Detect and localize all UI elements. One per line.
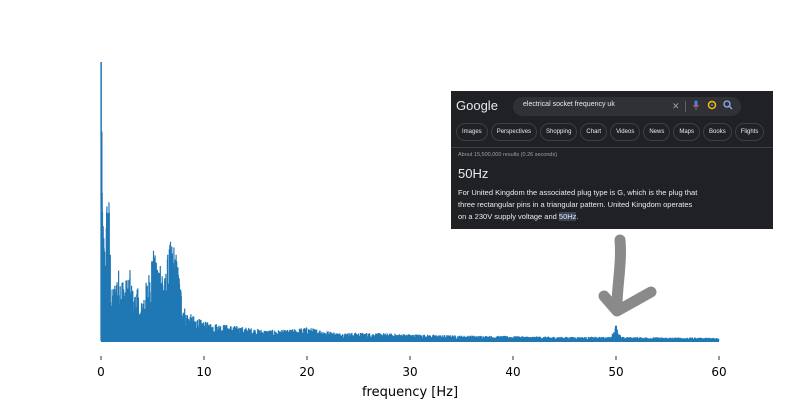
x-tick-label: 50	[608, 365, 623, 379]
tab-perspectives[interactable]: Perspectives	[490, 123, 538, 141]
spectrum	[100, 62, 720, 342]
divider	[451, 147, 773, 148]
x-axis: 0 10 20 30 40 50 60	[97, 356, 727, 379]
search-logo: Google	[456, 98, 498, 113]
x-tick-label: 0	[97, 365, 105, 379]
search-icon[interactable]	[723, 100, 733, 113]
x-tick-label: 10	[196, 365, 211, 379]
search-query: electrical socket frequency uk	[523, 101, 615, 108]
x-tick-label: 20	[299, 365, 314, 379]
result-stats: About 15,500,000 results (0.26 seconds)	[458, 152, 558, 158]
snippet-text: .	[576, 212, 579, 221]
snippet-text: on a 230V supply voltage and	[458, 212, 559, 221]
search-input[interactable]: electrical socket frequency uk ✕	[513, 97, 741, 116]
search-screenshot: Google electrical socket frequency uk ✕ …	[451, 91, 773, 229]
x-tick-label: 30	[402, 365, 417, 379]
tab-videos[interactable]: Videos	[610, 123, 641, 141]
divider	[685, 101, 686, 112]
tab-maps[interactable]: Maps	[673, 123, 701, 141]
spectrum-series	[100, 62, 720, 341]
x-tick-label: 60	[711, 365, 726, 379]
snippet-highlight: 50Hz	[558, 212, 577, 221]
snippet-line: on a 230V supply voltage and 50Hz.	[458, 211, 758, 223]
tab-images[interactable]: Images	[456, 123, 488, 141]
tab-shopping[interactable]: Shopping	[540, 123, 578, 141]
tab-books[interactable]: Books	[703, 123, 732, 141]
arrow-down-icon	[598, 234, 657, 317]
tab-news[interactable]: News	[643, 123, 671, 141]
tab-flights[interactable]: Flights	[734, 123, 765, 141]
x-axis-label: frequency [Hz]	[362, 385, 458, 400]
x-tick-label: 40	[505, 365, 520, 379]
tab-chart[interactable]: Chart	[580, 123, 608, 141]
lens-icon[interactable]	[707, 100, 717, 113]
featured-answer: 50Hz	[458, 166, 489, 181]
search-tabs: Images Perspectives Shopping Chart Video…	[456, 123, 765, 141]
featured-snippet: For United Kingdom the associated plug t…	[458, 187, 758, 223]
snippet-line: three rectangular pins in a triangular p…	[458, 200, 693, 209]
snippet-line: For United Kingdom the associated plug t…	[458, 188, 698, 197]
close-icon[interactable]: ✕	[672, 101, 680, 111]
microphone-icon[interactable]	[692, 100, 700, 113]
